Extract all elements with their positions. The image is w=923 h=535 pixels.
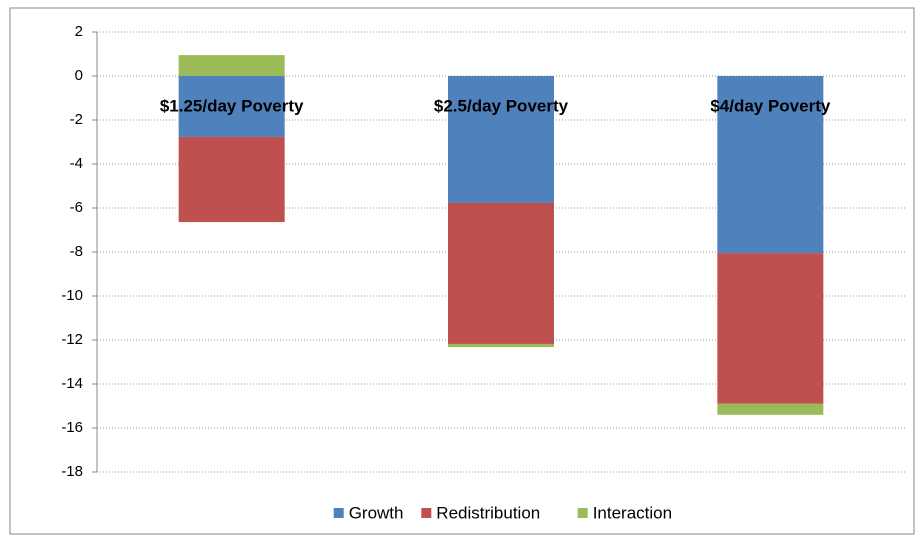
y-tick-label: -2 xyxy=(70,111,83,128)
bar-segment xyxy=(717,253,824,404)
y-tick-label: 0 xyxy=(75,67,83,84)
chart-frame xyxy=(9,7,915,535)
y-tick-label: -14 xyxy=(61,375,83,392)
bar-segment xyxy=(178,55,285,76)
legend-swatch xyxy=(577,508,588,518)
legend-swatch xyxy=(333,508,344,518)
category-label: $1.25/day Poverty xyxy=(160,96,304,115)
bar-segment xyxy=(717,76,824,254)
bar-segment xyxy=(178,76,285,137)
y-tick-label: -12 xyxy=(61,331,83,348)
y-tick-label: 2 xyxy=(75,23,83,40)
y-tick-label: -10 xyxy=(61,287,83,304)
legend-label: Redistribution xyxy=(436,503,540,522)
y-tick-label: -16 xyxy=(61,419,83,436)
y-tick-label: -8 xyxy=(70,243,83,260)
category-label: $2.5/day Poverty xyxy=(434,96,569,115)
legend-label: Growth xyxy=(349,503,404,522)
bar-segment xyxy=(448,76,554,203)
legend-swatch xyxy=(421,508,432,518)
bar-segment xyxy=(448,202,554,344)
bar-segment xyxy=(717,403,824,415)
y-tick-label: -4 xyxy=(70,155,83,172)
y-tick-label: -18 xyxy=(61,463,83,480)
category-label: $4/day Poverty xyxy=(710,96,831,115)
legend-label: Interaction xyxy=(593,503,672,522)
y-tick-label: -6 xyxy=(70,199,83,216)
bar-segment xyxy=(178,136,285,223)
bar-segment xyxy=(448,343,554,348)
